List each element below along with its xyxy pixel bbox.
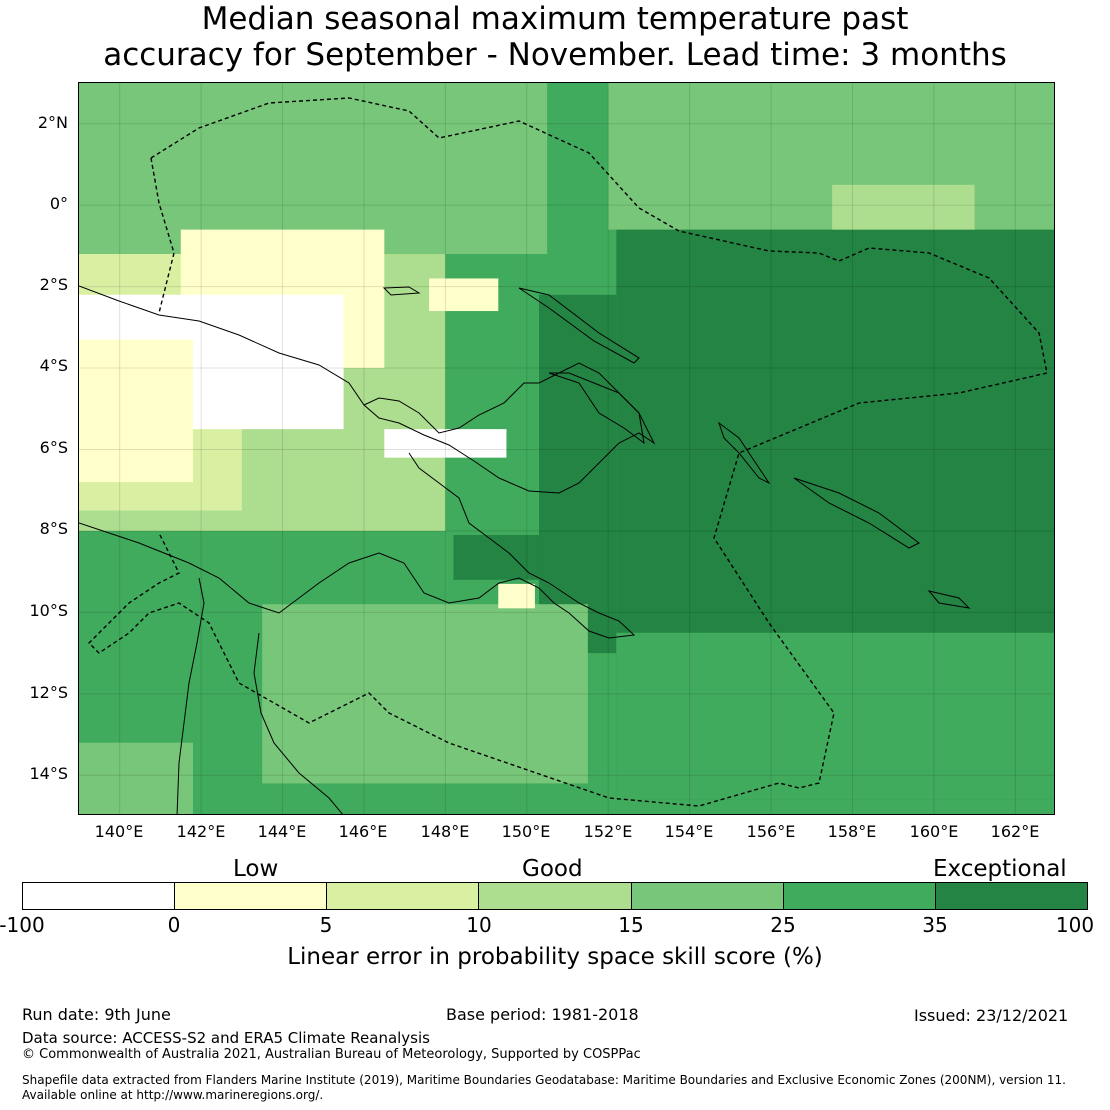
skill-cell (498, 583, 535, 609)
skill-cell (79, 83, 548, 255)
lat-tick-10s: 10°S (29, 601, 68, 620)
lon-tick-142e: 142°E (176, 822, 226, 841)
colorbar-bin-6 (783, 883, 936, 909)
data-source: Data source: ACCESS-S2 and ERA5 Climate … (22, 1029, 430, 1047)
lon-tick-148e: 148°E (420, 822, 470, 841)
lon-tick-146e: 146°E (338, 822, 388, 841)
lon-tick-144e: 144°E (257, 822, 307, 841)
map-title-line-1: Median seasonal maximum temperature past (201, 1, 909, 37)
lon-tick-160e: 160°E (909, 822, 959, 841)
lat-tick-14s: 14°S (29, 764, 68, 783)
bougainville-coastline (718, 421, 771, 485)
shapefile-credit-line-1: Shapefile data extracted from Flanders M… (22, 1073, 1066, 1087)
map-title-line-2: accuracy for September - November. Lead … (103, 37, 1007, 73)
lon-tick-154e: 154°E (664, 822, 714, 841)
colorbar-bin-4 (479, 883, 632, 909)
colorbar-bin-3 (327, 883, 480, 909)
base-period: Base period: 1981-2018 (446, 1005, 639, 1024)
lat-tick-12s: 12°S (29, 683, 68, 702)
colorbar-bin-1 (23, 883, 176, 909)
lon-tick-140e: 140°E (94, 822, 144, 841)
legend-category-good: Good (522, 856, 583, 882)
lon-tick-152e: 152°E (583, 822, 633, 841)
skill-map-canvas (79, 83, 1054, 814)
colorbar-tick-15: 15 (618, 913, 644, 937)
png-eez-boundary (88, 97, 1048, 807)
lat-tick-2s: 2°S (39, 275, 68, 294)
lon-tick-156e: 156°E (746, 822, 796, 841)
skill-cell (539, 294, 617, 654)
new-guinea-south-coast (79, 452, 636, 639)
skill-cell (832, 184, 975, 230)
skill-cell (79, 742, 193, 814)
colorbar-bin-2 (175, 883, 328, 909)
new-guinea-coastline (79, 285, 656, 494)
skill-cells (79, 83, 1054, 814)
lon-tick-158e: 158°E (827, 822, 877, 841)
eez-boundaries (88, 97, 1048, 807)
legend-category-low: Low (233, 856, 279, 882)
lat-tick-0: 0° (49, 194, 68, 213)
colorbar-tick-m100: -100 (0, 913, 45, 937)
colorbar-tick-0: 0 (167, 913, 181, 937)
lat-tick-4s: 4°S (39, 356, 68, 375)
skill-cell (453, 535, 540, 580)
colorbar-tick-35: 35 (922, 913, 948, 937)
colorbar-tick-10: 10 (466, 913, 492, 937)
skill-cell (429, 278, 499, 312)
copyright: © Commonwealth of Australia 2021, Austra… (22, 1047, 641, 1062)
lat-tick-6s: 6°S (39, 438, 68, 457)
lon-tick-150e: 150°E (501, 822, 551, 841)
skill-map (78, 82, 1055, 815)
legend-category-exceptional: Exceptional (933, 856, 1067, 882)
colorbar-tick-100: 100 (1055, 913, 1095, 937)
colorbar-bin-7 (935, 883, 1087, 909)
new-ireland-coastline (518, 287, 640, 364)
new-britain-coastline (548, 372, 645, 445)
skill-cell (608, 83, 1054, 230)
cape-york-coastline (176, 577, 205, 814)
manus-coastline (382, 286, 421, 296)
map-gridlines (79, 83, 1054, 814)
colorbar-label: Linear error in probability space skill … (287, 944, 823, 970)
solomon-islands-coastline (793, 477, 920, 549)
skill-cell (262, 604, 588, 784)
png-west-eez-boundary (150, 157, 175, 314)
skill-cell (616, 632, 1054, 800)
shapefile-credit-line-2: Available online at http://www.marinereg… (22, 1088, 324, 1102)
issued-date: Issued: 23/12/2021 (914, 1006, 1069, 1025)
lat-tick-2n: 2°N (37, 113, 68, 132)
guadalcanal-coastline (927, 590, 971, 609)
lat-tick-8s: 8°S (39, 519, 68, 538)
colorbar-tick-25: 25 (770, 913, 796, 937)
colorbar-tick-5: 5 (319, 913, 333, 937)
colorbar-bin-5 (631, 883, 784, 909)
run-date: Run date: 9th June (22, 1005, 171, 1024)
skill-cell (79, 339, 193, 483)
coastlines (79, 285, 971, 814)
cape-york-east-coastline (253, 632, 343, 814)
lon-tick-162e: 162°E (990, 822, 1040, 841)
colorbar (22, 882, 1088, 910)
